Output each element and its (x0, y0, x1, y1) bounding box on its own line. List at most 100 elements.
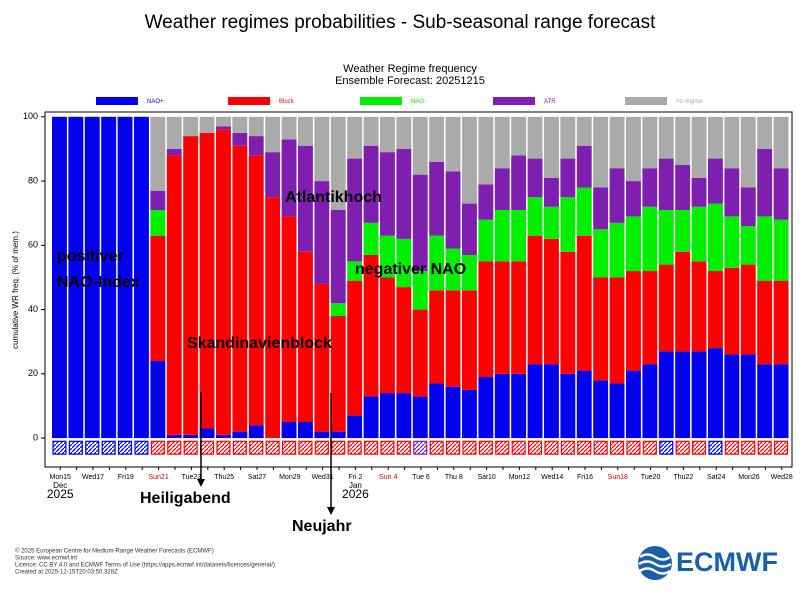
x-tick-label: Sat24 (707, 474, 725, 481)
bar-segment (117, 116, 133, 439)
bar-segment (757, 116, 773, 149)
bar-segment (330, 116, 346, 210)
bar-segment (462, 254, 477, 291)
bar-segment (166, 116, 182, 149)
bar-segment (708, 348, 723, 439)
bar-segment (183, 136, 199, 435)
regime-indicator (495, 440, 510, 455)
bar-segment (396, 287, 412, 394)
bar-segment (724, 354, 740, 439)
regime-indicator (396, 440, 411, 455)
bar-segment (314, 283, 330, 432)
bar-segment (494, 209, 510, 262)
bar-segment (527, 116, 543, 159)
bar-segment (232, 431, 248, 439)
bar-segment (232, 116, 248, 133)
bar-segment (626, 370, 641, 439)
bar-segment (216, 126, 231, 130)
bar-segment (166, 155, 182, 435)
bar-segment (445, 290, 461, 387)
x-tick-label: Mon29 (279, 474, 301, 481)
footer: Source: www.ecmwf.int (15, 556, 77, 562)
bar-segment (166, 148, 182, 156)
bar-segment (314, 181, 330, 284)
bar-segment (658, 158, 674, 210)
regime-indicator (724, 440, 739, 455)
regime-indicator (527, 440, 543, 455)
legend-label: Block (279, 99, 295, 105)
regime-indicator (167, 440, 182, 455)
bar-segment (609, 222, 625, 278)
x-tick-label: Wed14 (541, 474, 563, 481)
regime-indicator (462, 440, 477, 455)
y-tick-label: 80 (28, 175, 38, 185)
x-tick-label: Thu25 (214, 474, 234, 481)
bar-segment (248, 425, 264, 439)
bar-segment (199, 132, 215, 429)
bar-segment (347, 415, 363, 439)
bar-segment (691, 206, 707, 262)
regime-indicator (150, 440, 165, 455)
bar-segment (708, 271, 723, 349)
year-label: 2025 (47, 487, 74, 501)
bar-segment (544, 177, 559, 207)
bar-segment (412, 174, 428, 272)
bar-segment (740, 187, 756, 227)
regime-indicator (265, 440, 280, 455)
month-label: Dec (53, 481, 67, 490)
bar-segment (199, 428, 215, 439)
plot-frame (44, 111, 793, 468)
bar-segment (216, 116, 231, 127)
bar-segment (429, 290, 445, 384)
bar-segment (330, 431, 346, 439)
bar-segment (248, 136, 264, 156)
x-tick-label: Mon12 (509, 474, 531, 481)
bar-segment (576, 370, 592, 439)
bar-segment (757, 364, 773, 439)
regime-indicator (659, 440, 674, 455)
x-tick-label: Sat27 (248, 474, 266, 481)
regime-indicator (478, 440, 493, 455)
x-tick-label: Fri16 (577, 474, 593, 481)
regime-indicator (380, 440, 395, 455)
bar-segment (576, 187, 592, 236)
bar-segment (544, 364, 559, 439)
regime-indicator (298, 440, 313, 455)
bar-segment (593, 229, 609, 278)
bar-segment (298, 251, 313, 423)
bar-segment (658, 264, 674, 352)
bar-segment (642, 364, 658, 439)
bar-segment (429, 161, 445, 236)
bar-segment (347, 261, 363, 281)
bar-segment (150, 360, 166, 439)
bar-segment (494, 116, 510, 169)
bar-segment (478, 116, 494, 185)
bar-segment (363, 145, 379, 223)
bar-segment (462, 203, 477, 255)
bar-segment (363, 116, 379, 146)
x-tick-label: Wed17 (82, 474, 104, 481)
chart-subtitle: Ensemble Forecast: 20251215 (335, 75, 485, 87)
bar-segment (511, 261, 527, 374)
bar-segment (478, 219, 494, 262)
bar-segment (216, 434, 231, 439)
bar-segment (445, 386, 461, 439)
bar-segment (691, 116, 707, 178)
bar-segment (380, 393, 395, 439)
bar-segment (658, 209, 674, 265)
bar-segment (740, 226, 756, 265)
bar-segment (708, 116, 723, 159)
x-tick-label: Mon15 (49, 474, 71, 481)
bar-segment (675, 351, 691, 439)
bar-segment (626, 181, 641, 217)
x-tick-label: Sun18 (608, 474, 628, 481)
bar-segment (281, 116, 297, 140)
y-tick-label: 100 (23, 111, 38, 121)
regime-indicator (708, 440, 723, 455)
regime-indicator (314, 440, 329, 455)
legend-swatch (96, 97, 138, 105)
bar-segment (183, 116, 199, 137)
page-title: Weather regimes probabilities - Sub-seas… (145, 12, 657, 33)
regime-indicator (85, 440, 100, 455)
